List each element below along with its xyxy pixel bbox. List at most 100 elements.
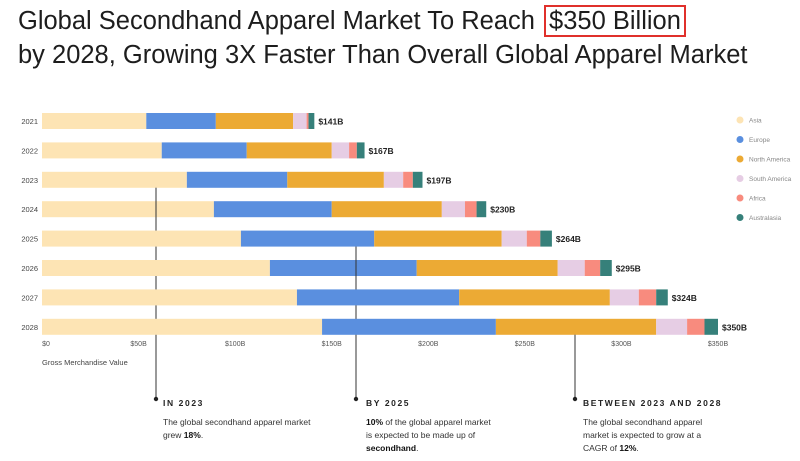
bar-segment-north-america [459,289,610,306]
bar-segment-asia [42,230,241,247]
bar-segment-africa [306,113,309,129]
bar-segment-australasia [356,142,365,159]
bar-segment-north-america [246,142,332,159]
year-label: 2021 [21,117,38,126]
bar-segment-south-america [501,230,527,247]
bar-segment-africa [526,230,541,247]
bar-segment-north-america [495,318,657,335]
annotation-text: of the global apparel market is expected… [366,417,491,440]
legend-label: South America [749,176,792,183]
bar-segment-africa [403,171,413,188]
legend-swatch [736,214,744,221]
bar-segment-south-america [331,142,350,159]
year-label: 2025 [21,235,38,244]
bar-segment-south-america [656,318,688,335]
x-tick-label: $250B [515,341,536,348]
bar-segment-africa [349,142,357,159]
year-label: 2028 [21,323,38,332]
total-label: $295B [616,264,641,274]
annotation-2025: BY 2025 10% of the global apparel market… [366,397,491,455]
annotation-2023-2028: BETWEEN 2023 AND 2028 The global secondh… [583,397,728,455]
bar-segment-europe [186,171,288,188]
bar-segment-north-america [215,113,294,129]
bar-segment-africa [584,260,601,276]
annotation-bold: 10% [366,417,384,427]
year-label: 2022 [21,146,38,155]
bar-segment-south-america [383,171,404,188]
legend-swatch [736,175,744,182]
x-tick-label: $50B [130,341,147,348]
bar-segment-asia [42,318,323,335]
annotation-dot [572,396,578,402]
bar-segment-north-america [287,171,384,188]
x-tick-label: $100B [225,341,246,348]
bar-segment-north-america [416,260,558,276]
total-label: $197B [426,175,451,185]
legend-label: Europe [749,137,770,144]
bar-segment-australasia [308,113,315,129]
bar-segment-europe [146,113,216,129]
annotation-bold: 18% [183,430,201,440]
bar-segment-africa [638,289,657,306]
annotation-bold: secondhand [366,443,417,453]
bar-segment-asia [42,113,147,129]
title-line1: Global Secondhand Apparel Market To Reac… [18,7,535,35]
total-label: $230B [490,205,515,215]
title-line2: by 2028, Growing 3X Faster Than Overall … [18,41,748,69]
bar-segment-australasia [476,201,487,218]
legend-swatch [736,155,744,163]
bar-segment-africa [464,201,477,218]
bar-segment-south-america [441,201,465,218]
bar-segment-north-america [331,201,442,218]
bar-segment-africa [687,318,705,335]
bar-segment-south-america [609,289,639,306]
annotation-text: . [636,443,639,453]
legend-swatch [736,116,744,124]
bar-segment-europe [213,201,332,218]
legend-label: North America [749,157,791,164]
annotation-text: . [416,443,419,453]
annotation-text: . [200,430,204,440]
annotation-heading: BETWEEN 2023 AND 2028 [583,398,723,408]
total-label: $141B [318,117,343,127]
year-label: 2024 [21,205,38,214]
legend-label: Africa [749,196,766,203]
legend-swatch [736,136,744,143]
bar-segment-asia [42,201,214,218]
legend-label: Asia [749,118,762,125]
bar-segment-south-america [557,260,585,276]
bar-segment-north-america [374,230,502,247]
year-label: 2026 [21,264,38,273]
bar-segment-australasia [540,230,552,247]
bar-segment-south-america [293,113,307,129]
year-label: 2023 [21,176,38,185]
bar-segment-australasia [656,289,668,306]
bar-segment-europe [269,260,417,276]
x-tick-label: $350B [708,341,729,348]
x-tick-label: $200B [418,341,439,348]
annotation-bold: 12% [619,443,637,453]
bar-segment-asia [42,171,187,188]
total-label: $167B [369,146,394,156]
total-label: $264B [556,234,581,244]
x-tick-label: $0 [42,341,50,348]
bar-segment-australasia [704,318,718,335]
annotation-2023: IN 2023 The global secondhand apparel ma… [163,397,313,442]
total-label: $350B [722,322,747,332]
bar-segment-europe [240,230,375,247]
annotation-text: The global secondhand apparel market gre… [163,417,311,440]
legend-label: Australasia [749,215,782,222]
chart-title: Global Secondhand Apparel Market To Reac… [18,4,747,72]
year-label: 2027 [21,293,38,302]
bar-segment-europe [161,142,247,159]
bar-segment-australasia [412,171,423,188]
annotation-dot [353,396,359,402]
legend-swatch [736,194,744,202]
x-tick-label: $300B [611,341,632,348]
bar-segment-australasia [600,260,612,276]
x-tick-label: $150B [322,341,343,348]
bar-segment-europe [322,318,496,335]
bar-segment-asia [42,142,162,159]
title-highlight: $350 Billion [544,5,686,37]
